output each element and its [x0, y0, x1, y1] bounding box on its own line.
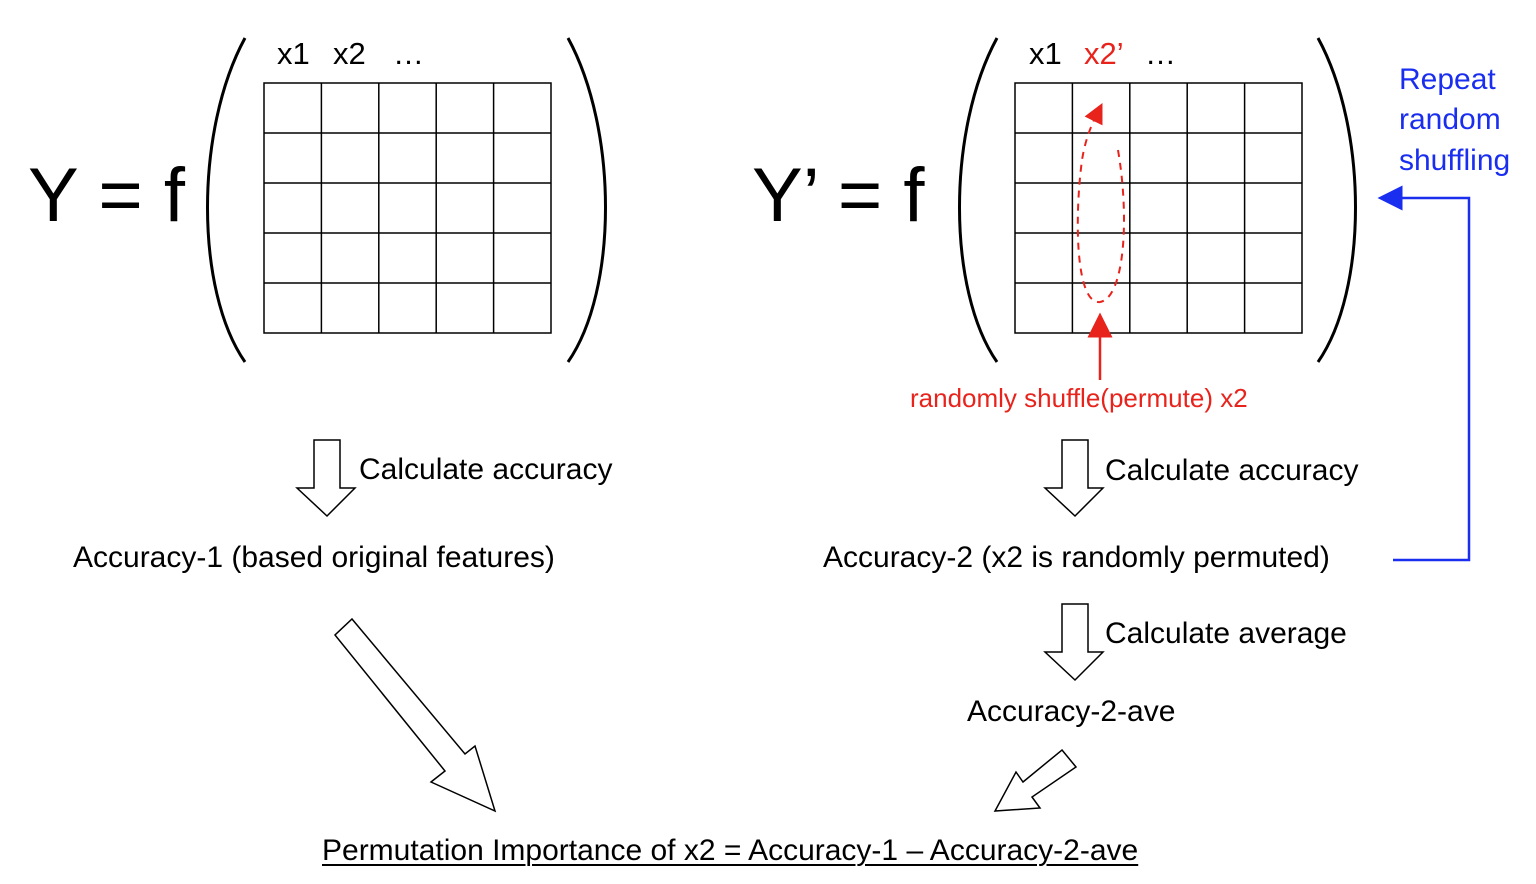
accuracy-1-label: Accuracy-1 (based original features) — [73, 541, 555, 574]
left-calc-accuracy-arrow — [295, 439, 357, 518]
left-feature-matrix — [263, 82, 552, 334]
right-close-paren — [1316, 37, 1357, 363]
left-col1-header: x1 — [277, 36, 310, 71]
accuracy-2-label: Accuracy-2 (x2 is randomly permuted) — [823, 541, 1330, 574]
left-col2-header: x2 — [333, 36, 366, 71]
right-col1-header: x1 — [1029, 36, 1062, 71]
right-ellipsis: … — [1145, 36, 1176, 71]
left-ellipsis: … — [393, 36, 424, 71]
permutation-importance-formula: Permutation Importance of x2 = Accuracy-… — [322, 834, 1139, 867]
right-feature-matrix — [1014, 82, 1303, 334]
average-step-label: Calculate average — [1105, 617, 1347, 650]
left-close-paren — [566, 37, 607, 363]
repeat-note-line1: Repeat — [1399, 63, 1496, 96]
right-to-formula-arrow — [993, 748, 1078, 812]
right-step-label: Calculate accuracy — [1105, 454, 1359, 487]
left-step-label: Calculate accuracy — [359, 453, 613, 486]
shuffle-loop-dashed — [1076, 103, 1125, 304]
shuffle-note: randomly shuffle(permute) x2 — [910, 383, 1248, 413]
left-open-paren — [206, 37, 247, 363]
right-calc-accuracy-arrow — [1043, 439, 1105, 518]
right-calc-average-arrow — [1043, 603, 1105, 682]
left-to-formula-arrow — [333, 617, 497, 813]
accuracy-2-ave-label: Accuracy-2-ave — [967, 695, 1176, 728]
repeat-note-line3: shuffling — [1399, 144, 1511, 177]
left-equation: Y = f — [28, 153, 186, 238]
right-equation: Y’ = f — [752, 153, 925, 238]
repeat-note-line2: random — [1399, 103, 1501, 136]
right-open-paren — [958, 37, 999, 363]
right-col2-header: x2’ — [1084, 36, 1124, 71]
repeat-loop-line — [1377, 185, 1471, 562]
